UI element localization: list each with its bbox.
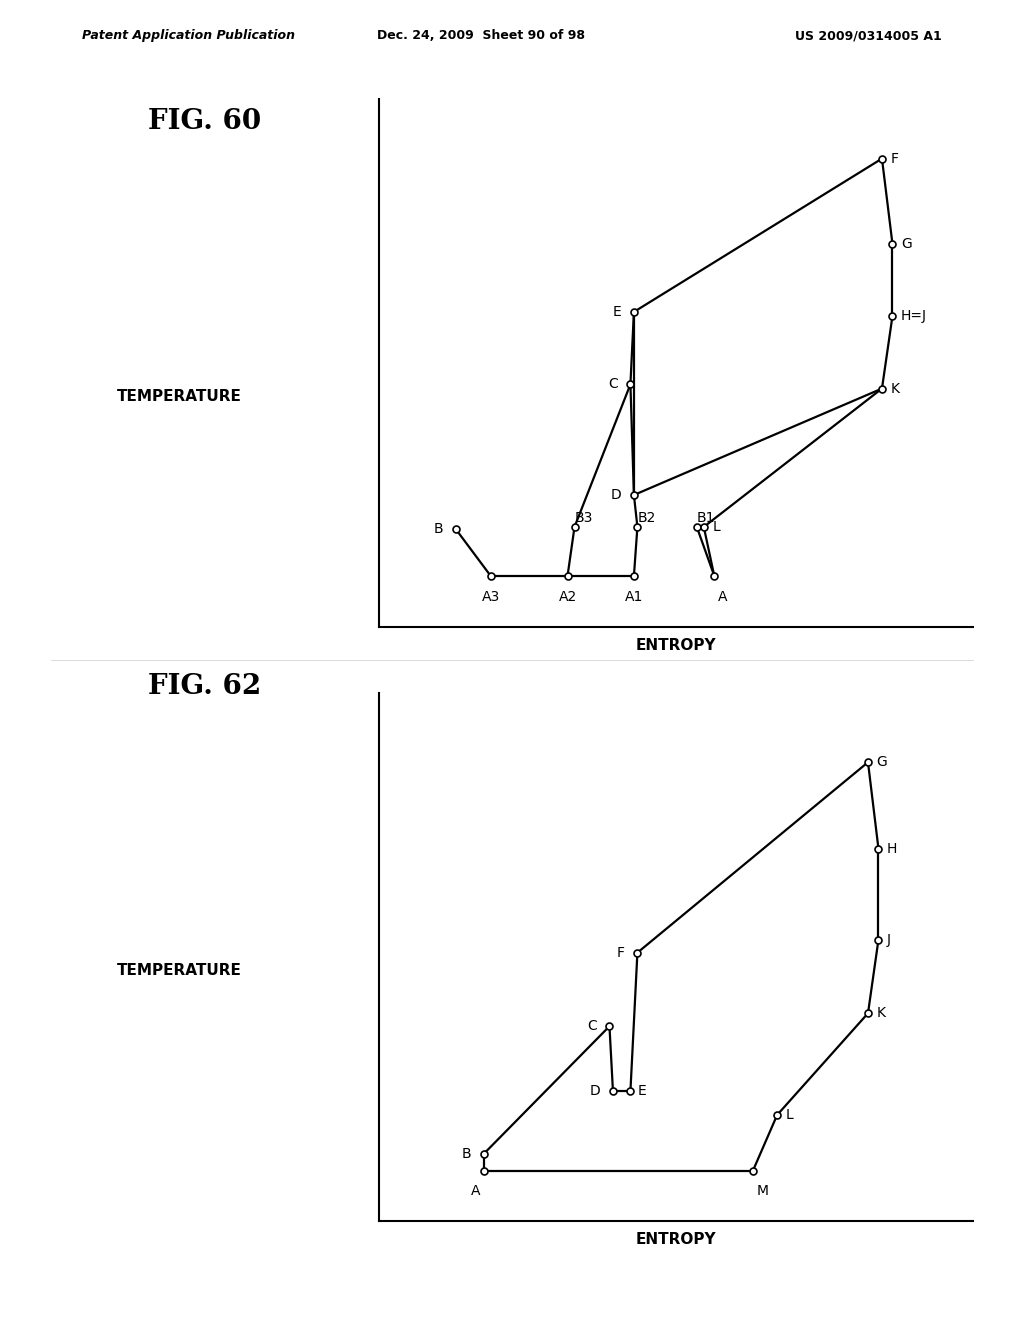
Text: FIG. 62: FIG. 62 [148,673,262,700]
Text: J: J [887,933,891,946]
Text: Dec. 24, 2009  Sheet 90 of 98: Dec. 24, 2009 Sheet 90 of 98 [377,29,586,42]
Text: A2: A2 [558,590,577,605]
Text: TEMPERATURE: TEMPERATURE [117,388,242,404]
Text: C: C [587,1019,597,1034]
Text: TEMPERATURE: TEMPERATURE [117,962,242,978]
Text: B: B [433,523,443,536]
Text: B: B [462,1147,471,1160]
Text: H: H [887,842,897,855]
Text: FIG. 60: FIG. 60 [148,108,261,135]
Text: D: D [590,1084,600,1098]
Text: B2: B2 [637,511,655,524]
Text: F: F [890,152,898,165]
Text: E: E [612,305,622,319]
Text: M: M [756,1184,768,1197]
Text: A1: A1 [625,590,643,605]
Text: H=J: H=J [901,309,927,323]
X-axis label: ENTROPY: ENTROPY [636,638,716,653]
Text: B3: B3 [574,511,593,524]
Text: D: D [610,488,622,502]
Text: A: A [471,1184,480,1197]
Text: K: K [890,381,899,396]
Text: A: A [718,590,727,605]
X-axis label: ENTROPY: ENTROPY [636,1232,716,1247]
Text: B1: B1 [696,511,716,524]
Text: L: L [712,520,720,533]
Text: K: K [877,1006,886,1020]
Text: US 2009/0314005 A1: US 2009/0314005 A1 [796,29,942,42]
Text: G: G [877,755,887,770]
Text: C: C [608,378,617,391]
Text: E: E [637,1084,646,1098]
Text: G: G [901,236,911,251]
Text: L: L [785,1107,794,1122]
Text: Patent Application Publication: Patent Application Publication [82,29,295,42]
Text: F: F [616,945,625,960]
Text: A3: A3 [481,590,500,605]
